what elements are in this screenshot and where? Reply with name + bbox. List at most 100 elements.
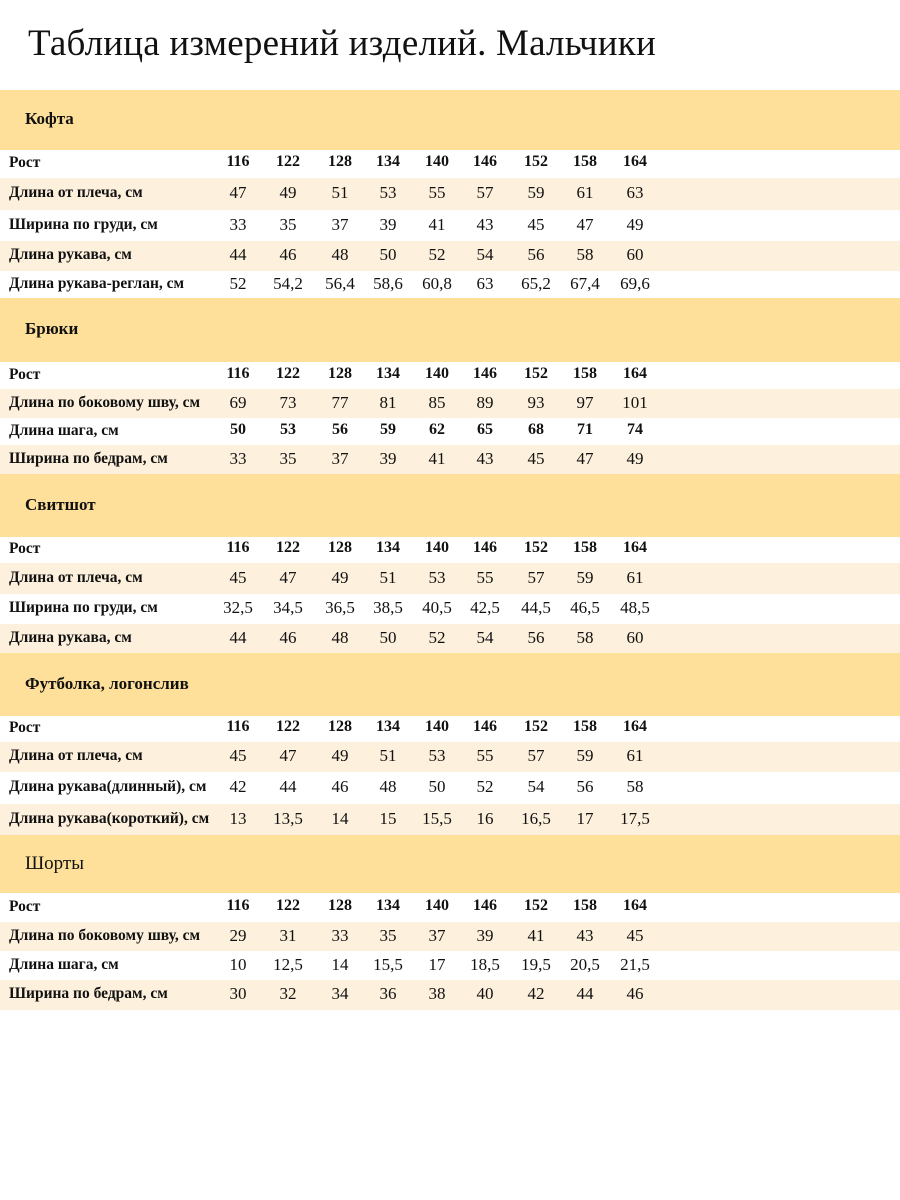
cell-value: 53 <box>280 420 296 438</box>
cell-value: 14 <box>331 954 349 974</box>
cell-value: 122 <box>276 539 300 556</box>
cell-value: 158 <box>573 539 597 556</box>
cell-value: 122 <box>276 896 300 914</box>
cell-value: 35 <box>279 448 297 468</box>
measurement-tables: Кофта Рост 116 122 128 134 140 146 152 158 164 Длин… <box>0 90 900 1010</box>
row-label: Длина рукава, см <box>9 628 132 646</box>
table-row: Длина шага, см 50 53 56 59 62 65 68 71 74 <box>0 418 900 445</box>
section-header: Шорты <box>0 835 900 893</box>
cell-value: 164 <box>623 718 647 735</box>
height-header-row: Рост 116 122 128 134 140 146 152 158 164 <box>0 716 900 742</box>
cell-value: 37 <box>331 448 349 468</box>
cell-value: 48 <box>331 627 349 647</box>
cell-value: 128 <box>328 539 352 556</box>
cell-value: 32 <box>279 984 297 1003</box>
row-label: Длина от плеча, см <box>9 568 143 586</box>
cell-value: 128 <box>328 718 352 735</box>
cell-value: 48 <box>379 777 397 796</box>
cell-value: 35 <box>379 925 397 945</box>
cell-value: 158 <box>573 896 597 914</box>
cell-value: 128 <box>328 896 352 914</box>
height-header-row: Рост 116 122 128 134 140 146 152 158 164 <box>0 537 900 563</box>
cell-value: 134 <box>376 718 400 735</box>
cell-value: 43 <box>576 925 594 945</box>
cell-value: 31 <box>279 925 297 945</box>
row-label: Рост <box>9 365 41 383</box>
section-title: Свитшот <box>25 494 96 514</box>
cell-value: 56 <box>576 777 594 796</box>
cell-value: 54 <box>527 777 545 796</box>
row-label: Длина шага, см <box>9 955 119 973</box>
row-label: Длина шага, см <box>9 421 119 439</box>
cell-value: 152 <box>524 896 548 914</box>
cell-value: 56,4 <box>325 273 355 293</box>
height-header-row: Рост 116 122 128 134 140 146 152 158 164 <box>0 362 900 389</box>
table-row: Длина рукава-реглан, см 52 54,2 56,4 58,6 60,… <box>0 271 900 298</box>
cell-value: 53 <box>379 183 397 202</box>
cell-value: 52 <box>229 273 247 293</box>
cell-value: 61 <box>626 567 644 587</box>
cell-value: 63 <box>626 183 644 202</box>
cell-value: 40,5 <box>422 598 452 617</box>
cell-value: 17 <box>576 808 594 828</box>
table-row: Длина по боковому шву, см 29 31 33 35 37 39 41 4… <box>0 922 900 951</box>
cell-value: 55 <box>476 746 494 765</box>
cell-value: 50 <box>230 420 246 438</box>
cell-value: 146 <box>473 153 497 170</box>
cell-value: 19,5 <box>521 954 551 974</box>
cell-value: 50 <box>379 627 397 647</box>
cell-value: 53 <box>428 746 446 765</box>
cell-value: 38,5 <box>373 598 403 617</box>
cell-value: 152 <box>524 364 548 382</box>
cell-value: 10 <box>229 954 247 974</box>
cell-value: 41 <box>428 214 446 234</box>
row-label: Ширина по бедрам, см <box>9 449 168 467</box>
row-label: Длина от плеча, см <box>9 184 143 201</box>
row-label: Длина по боковому шву, см <box>9 393 201 411</box>
cell-value: 43 <box>476 214 494 234</box>
cell-value: 12,5 <box>273 954 303 974</box>
cell-value: 158 <box>573 364 597 382</box>
cell-value: 60,8 <box>422 273 452 293</box>
cell-value: 39 <box>379 214 397 234</box>
cell-value: 44 <box>576 984 594 1003</box>
cell-value: 52 <box>476 777 494 796</box>
table-row: Длина рукава, см 44 46 48 50 52 54 56 58 60 <box>0 624 900 653</box>
section-header: Кофта <box>0 90 900 150</box>
cell-value: 152 <box>524 539 548 556</box>
cell-value: 51 <box>331 183 349 202</box>
cell-value: 13,5 <box>273 808 303 828</box>
table-row: Длина от плеча, см 45 47 49 51 53 55 57 59 61 <box>0 563 900 594</box>
cell-value: 36 <box>379 984 397 1003</box>
row-label: Рост <box>9 897 41 915</box>
cell-value: 16 <box>476 808 494 828</box>
cell-value: 49 <box>626 448 644 468</box>
cell-value: 68 <box>528 420 544 438</box>
cell-value: 18,5 <box>470 954 500 974</box>
cell-value: 56 <box>332 420 348 438</box>
cell-value: 140 <box>425 153 449 170</box>
row-label: Рост <box>9 719 41 736</box>
cell-value: 33 <box>331 925 349 945</box>
page-title: Таблица измерений изделий. Мальчики <box>28 23 656 64</box>
cell-value: 134 <box>376 539 400 556</box>
table-row: Длина от плеча, см 45 47 49 51 53 55 57 59 61 <box>0 742 900 772</box>
cell-value: 53 <box>428 567 446 587</box>
cell-value: 57 <box>476 183 494 202</box>
cell-value: 34 <box>331 984 349 1003</box>
cell-value: 158 <box>573 718 597 735</box>
cell-value: 51 <box>379 746 397 765</box>
cell-value: 17,5 <box>620 808 650 828</box>
cell-value: 39 <box>476 925 494 945</box>
cell-value: 45 <box>527 214 545 234</box>
cell-value: 13 <box>229 808 247 828</box>
row-label: Длина рукава(короткий), см <box>9 809 210 827</box>
cell-value: 58,6 <box>373 273 403 293</box>
cell-value: 71 <box>577 420 593 438</box>
table-row: Длина от плеча, см 47 49 51 53 55 57 59 61 63 <box>0 178 900 210</box>
row-label: Длина по боковому шву, см <box>9 926 201 944</box>
cell-value: 152 <box>524 153 548 170</box>
cell-value: 54,2 <box>273 273 303 293</box>
height-header-row: Рост 116 122 128 134 140 146 152 158 164 <box>0 150 900 178</box>
cell-value: 146 <box>473 718 497 735</box>
